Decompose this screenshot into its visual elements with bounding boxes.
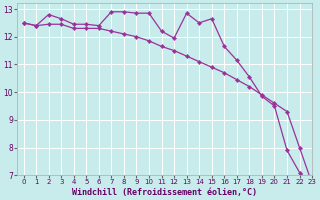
X-axis label: Windchill (Refroidissement éolien,°C): Windchill (Refroidissement éolien,°C) [72,188,257,197]
